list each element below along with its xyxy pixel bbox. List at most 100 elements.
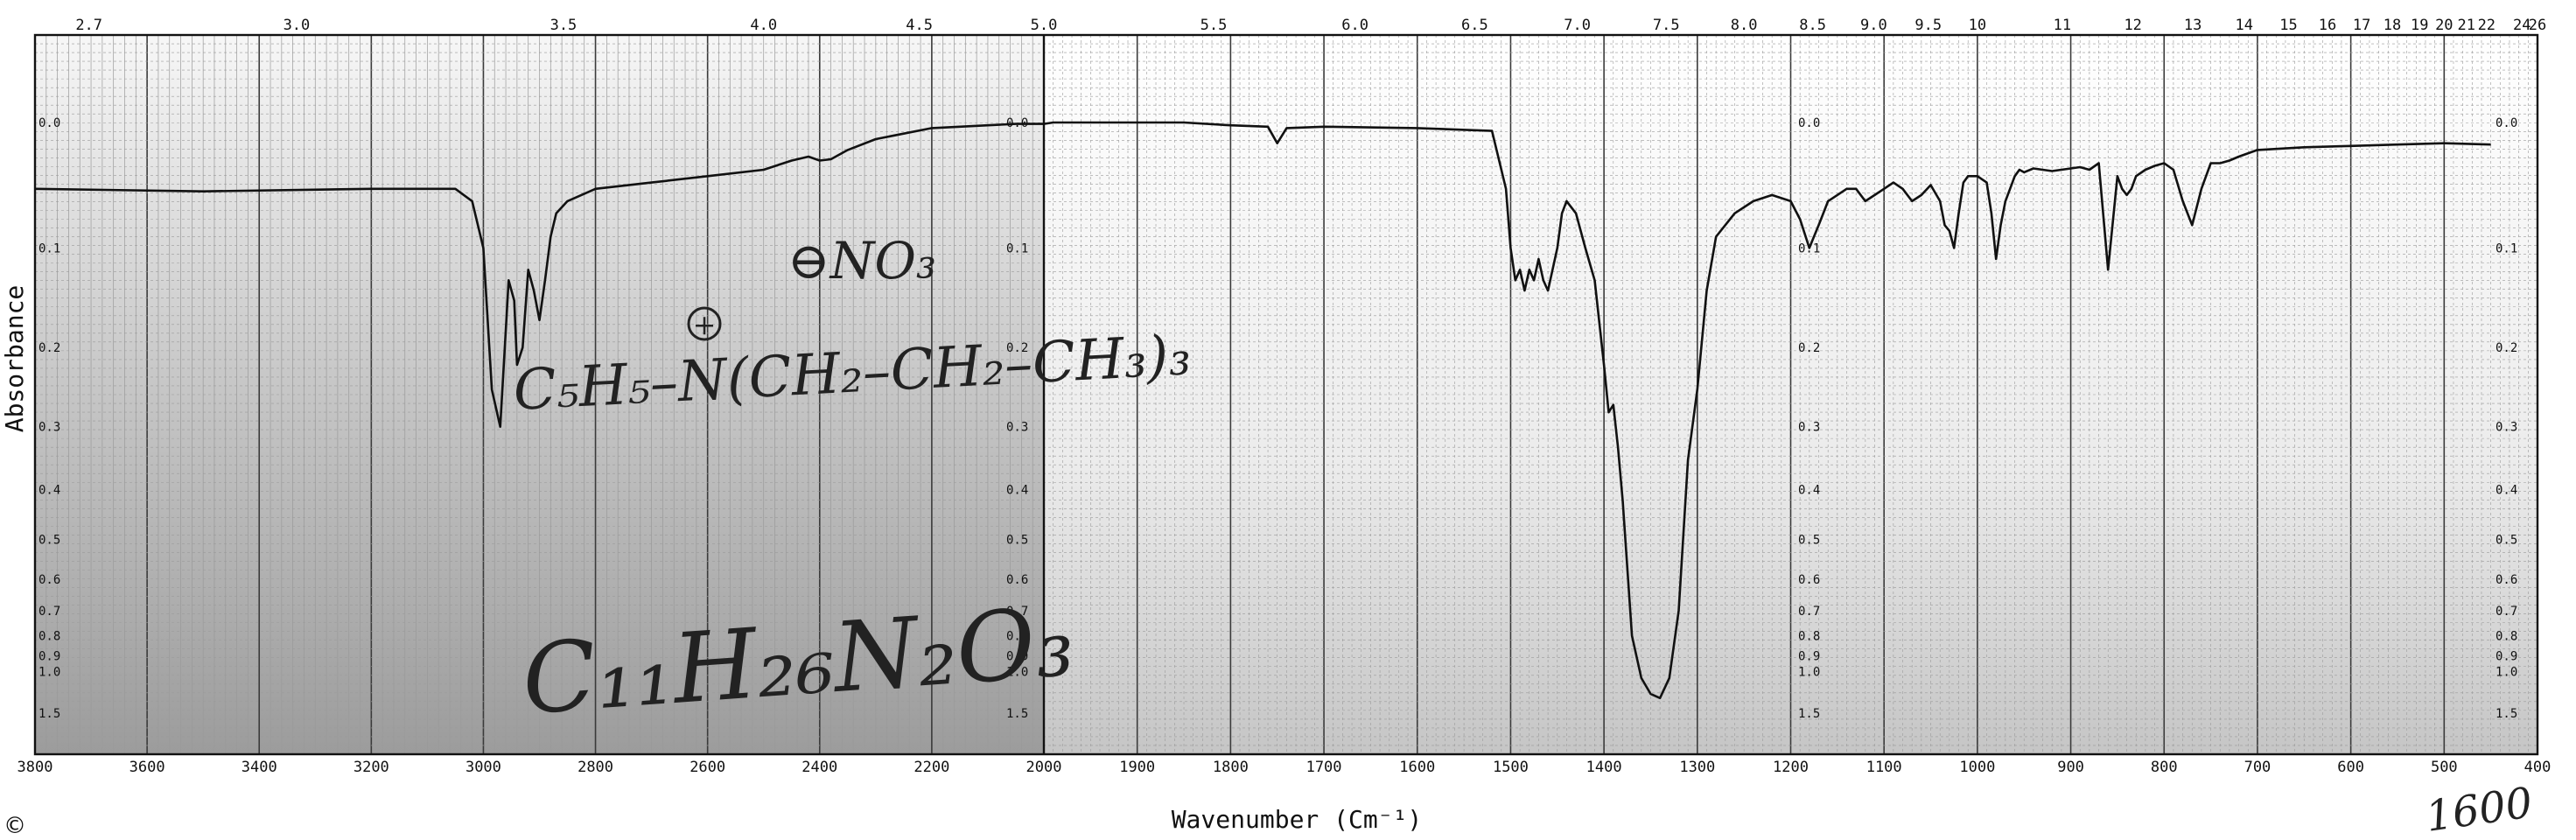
y-tick-label: 0.0	[38, 116, 60, 130]
micron-tick-label: 10	[1969, 17, 1986, 34]
x-tick-label: 3400	[242, 759, 277, 776]
micron-tick-label: 19	[2411, 17, 2428, 34]
y-tick-label: 0.7	[1798, 605, 1820, 619]
y-tick-label: 1.5	[1798, 707, 1820, 721]
y-tick-label: 0.8	[1798, 630, 1820, 644]
y-tick-label: 0.3	[38, 421, 60, 435]
y-tick-label: 1.0	[38, 665, 60, 679]
y-tick-label: 0.9	[1798, 649, 1820, 663]
micron-tick-label: 5.5	[1200, 17, 1228, 34]
y-tick-label: 0.3	[1006, 421, 1028, 435]
y-axis-title: Absorbance	[0, 285, 29, 433]
y-tick-label: 0.8	[38, 630, 60, 644]
y-tick-label: 1.0	[1006, 665, 1028, 679]
micron-tick-label: 20	[2435, 17, 2453, 34]
x-tick-label: 2400	[802, 759, 837, 776]
x-tick-label: 2600	[690, 759, 725, 776]
micron-tick-label: 12	[2124, 17, 2141, 34]
x-axis-title: Wavenumber (Cm⁻¹)	[1172, 805, 1423, 834]
x-tick-label: 400	[2524, 759, 2552, 776]
micron-tick-label: 2.7	[75, 17, 102, 34]
handwritten-plus: +	[693, 308, 717, 341]
y-tick-label: 0.6	[1798, 573, 1820, 587]
micron-tick-label: 7.5	[1653, 17, 1680, 34]
y-tick-label: 0.3	[2496, 421, 2517, 435]
y-tick-label: 0.2	[1006, 341, 1028, 355]
y-tick-label: 0.5	[38, 534, 60, 548]
x-tick-label: 1900	[1119, 759, 1155, 776]
y-tick-label: 0.9	[1006, 649, 1028, 663]
micron-tick-label: 15	[2279, 17, 2297, 34]
micron-tick-label: 3.5	[550, 17, 578, 34]
x-tick-label: 900	[2057, 759, 2084, 776]
x-tick-label: 1500	[1493, 759, 1529, 776]
y-tick-label: 0.5	[2496, 534, 2517, 548]
handwritten-nitrate: ⊖NO₃	[788, 231, 936, 290]
x-tick-label: 2000	[1026, 759, 1062, 776]
micron-tick-label: 8.0	[1731, 17, 1758, 34]
micron-tick-label: 4.5	[906, 17, 933, 34]
micron-tick-label: 18	[2384, 17, 2401, 34]
y-tick-label: 0.7	[1006, 605, 1028, 619]
y-tick-label: 0.0	[2496, 116, 2517, 130]
micron-tick-labels: 2.7 3.0 3.5 4.0 4.5 5.0 5.5 6.0 6.5 7.0 7.5 8.0 8.5 9…	[75, 17, 2546, 34]
x-tick-label: 1700	[1306, 759, 1342, 776]
x-tick-label: 1800	[1213, 759, 1249, 776]
x-tick-label: 3200	[354, 759, 389, 776]
y-tick-label: 0.2	[38, 341, 60, 355]
y-tick-label: 0.2	[1798, 341, 1820, 355]
handwritten-plus-circle	[687, 306, 722, 341]
y-tick-label: 1.5	[1006, 707, 1028, 721]
x-tick-label: 600	[2337, 759, 2364, 776]
micron-tick-label: 7.0	[1564, 17, 1591, 34]
chart-grid	[33, 33, 2539, 756]
y-tick-label: 0.4	[1798, 484, 1820, 498]
x-tick-label: 3000	[466, 759, 501, 776]
y-tick-label: 0.3	[1798, 421, 1820, 435]
x-tick-label: 500	[2431, 759, 2458, 776]
y-tick-label: 1.5	[38, 707, 60, 721]
x-tick-label: 1300	[1679, 759, 1715, 776]
absorbance-tick-labels: 0.0 0.0 0.0 0.00.1 0.1 0.1 0.10.2 0.2 0.2 0.20.3 0…	[38, 116, 2517, 721]
micron-tick-label: 11	[2054, 17, 2071, 34]
y-tick-label: 0.4	[1006, 484, 1028, 498]
micron-tick-label: 9.0	[1860, 17, 1887, 34]
micron-tick-label: 6.5	[1461, 17, 1488, 34]
copyright-mark: ©	[4, 813, 26, 839]
y-tick-label: 0.7	[38, 605, 60, 619]
x-tick-label: 2800	[578, 759, 613, 776]
y-tick-label: 0.6	[2496, 573, 2517, 587]
x-tick-label: 1400	[1586, 759, 1622, 776]
y-tick-label: 0.2	[2496, 341, 2517, 355]
x-tick-label: 3600	[130, 759, 165, 776]
x-tick-label: 1200	[1773, 759, 1809, 776]
y-tick-label: 0.4	[2496, 484, 2517, 498]
y-tick-label: 0.6	[38, 573, 60, 587]
micron-tick-label: 21	[2457, 17, 2474, 34]
micron-tick-label: 8.5	[1799, 17, 1826, 34]
y-tick-label: 0.4	[38, 484, 60, 498]
x-tick-label: 1100	[1866, 759, 1902, 776]
micron-tick-label: 9.5	[1914, 17, 1942, 34]
micron-tick-label: 16	[2319, 17, 2336, 34]
y-tick-label: 0.1	[1006, 242, 1028, 256]
x-tick-label: 700	[2244, 759, 2272, 776]
wavenumber-tick-labels: 3800 3600 3400 3200 3000 2800 2600 2400 2200 2000…	[18, 759, 2552, 776]
y-tick-label: 1.5	[2496, 707, 2517, 721]
micron-tick-label: 3.0	[284, 17, 311, 34]
y-tick-label: 0.8	[2496, 630, 2517, 644]
y-tick-label: 1.0	[1798, 665, 1820, 679]
y-tick-label: 0.7	[2496, 605, 2517, 619]
x-tick-label: 1600	[1399, 759, 1435, 776]
x-tick-label: 3800	[18, 759, 53, 776]
micron-tick-label: 4.0	[750, 17, 777, 34]
x-tick-label: 2200	[914, 759, 949, 776]
micron-tick-label: 22	[2478, 17, 2496, 34]
y-tick-label: 0.8	[1006, 630, 1028, 644]
micron-tick-label: 6.0	[1341, 17, 1368, 34]
micron-tick-label: 14	[2235, 17, 2252, 34]
y-tick-label: 0.1	[38, 242, 60, 256]
spectrum-series-line	[34, 121, 2491, 700]
y-tick-label: 0.9	[2496, 649, 2517, 663]
x-tick-label: 1000	[1959, 759, 1995, 776]
